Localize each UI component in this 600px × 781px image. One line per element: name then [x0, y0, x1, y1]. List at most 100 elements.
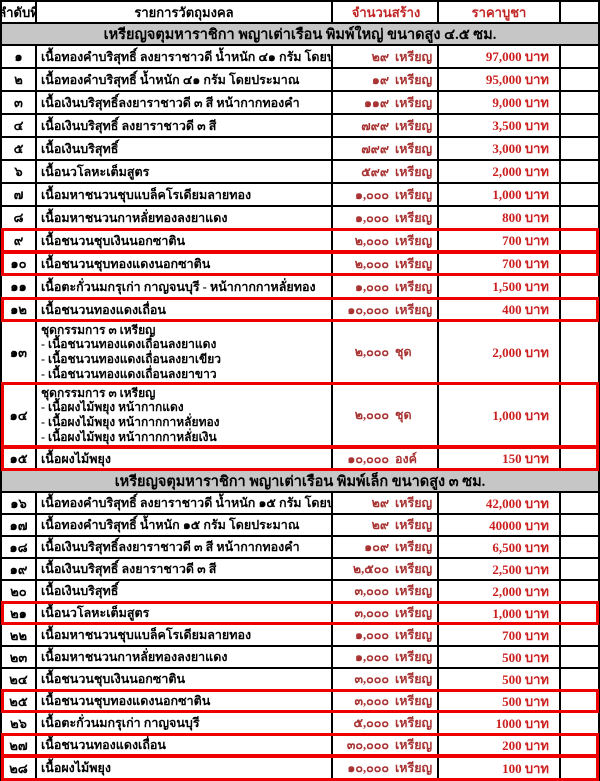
price-cell: 400 บาท [439, 299, 561, 320]
item-description-text: เนื้อเงินบริสุทธิ์ ลงยาราชาวดี ๓ สี [41, 118, 217, 133]
row-number: ๑๕ [2, 448, 37, 469]
quantity-cell: ๒๙ เหรียญ [333, 515, 439, 535]
blank-cell [561, 276, 598, 297]
quantity-value: ๑๐,๐๐๐ [347, 302, 389, 317]
blank-cell [561, 92, 598, 113]
column-header-price: ราคาบูชา [439, 2, 561, 22]
row-number: ๑๗ [2, 515, 37, 535]
quantity-unit: เหรียญ [395, 628, 433, 642]
quantity-value: ๑,๐๐๐ [355, 628, 389, 642]
item-description-text: เนื้อทองคำบริสุทธิ์ น้ำหนัก ๑๕ กรัม โดยป… [41, 518, 300, 532]
quantity-value: ๕,๐๐๐ [353, 716, 389, 730]
table-row: ๒๖ เนื้อตะกั่วนมกรุเก่า กาญจนบุรี ๕,๐๐๐ เหร… [2, 713, 598, 735]
blank-cell [561, 46, 598, 67]
column-header-blank [561, 2, 598, 22]
item-description-text: เนื้อทองคำบริสุทธิ์ ลงยาราชาวดี น้ำหนัก … [41, 49, 333, 64]
quantity-unit: เหรียญ [395, 650, 433, 664]
blank-cell [561, 581, 598, 601]
quantity-value: ๓,๐๐๐ [354, 584, 389, 598]
blank-cell [561, 69, 598, 90]
item-description-text: เนื้อเงินบริสุทธิ์ลงยาราชาวดี ๓ สี หน้าก… [41, 95, 300, 110]
quantity-value: ๒,๐๐๐ [354, 408, 389, 422]
quantity-unit: เหรียญ [395, 584, 433, 598]
quantity-cell: ๒,๐๐๐ เหรียญ [333, 253, 439, 274]
item-description: เนื้อนวโลหะเต็มสูตร [37, 161, 333, 182]
item-description-text: เนื้อมหาชนวนกาหลั่ยทองลงยาแดง [41, 650, 228, 664]
price-cell: 700 บาท [439, 230, 561, 251]
table-row: ๑๒ เนื้อชนวนทองแดงเถื่อน ๑๐,๐๐๐ เหรียญ 400 บ… [1, 297, 599, 322]
blank-cell [561, 669, 598, 689]
item-description-text: เนื้อนวโลหะเต็มสูตร [41, 164, 150, 179]
quantity-value: ๑๐๙ [364, 540, 389, 554]
quantity-unit: เหรียญ [395, 95, 433, 110]
table-row: ๑ เนื้อทองคำบริสุทธิ์ ลงยาราชาวดี น้ำหนัก… [2, 46, 598, 69]
row-number: ๑๑ [2, 276, 37, 297]
price-cell: 500 บาท [439, 691, 561, 711]
price-cell: 2,000 บาท [439, 161, 561, 182]
blank-cell [561, 735, 598, 755]
item-description-text: เนื้อนวโลหะเต็มสูตร [41, 606, 150, 620]
price-cell: 6,500 บาท [439, 537, 561, 557]
quantity-cell: ๑๑๙ เหรียญ [333, 92, 439, 113]
quantity-cell: ๒๙ เหรียญ [333, 493, 439, 513]
price-cell: 100 บาท [439, 757, 561, 779]
item-description-text: เนื้อมหาชนวนชุบแบล็คโรเดียมลายทอง [41, 187, 252, 202]
table-row: ๑๔ ชุดกรรมการ ๓ เหรียญ - เนื้อผงไม้พยุง หน… [1, 382, 599, 448]
item-description: เนื้อทองคำบริสุทธิ์ น้ำหนัก ๑๕ กรัม โดยป… [37, 515, 333, 535]
item-description-text: เนื้อมหาชนวนชุบแบล็คโรเดียมลายทอง [41, 628, 252, 642]
item-description: เนื้อทองคำบริสุทธิ์ น้ำหนัก ๔๑ กรัม โดยป… [37, 69, 333, 90]
item-description: เนื้อเงินบริสุทธิ์ [37, 581, 333, 601]
item-description-text: เนื้อผงไม้พยุง [41, 761, 111, 775]
item-description-text: เนื้อชนวนชุบทองแดงนอกซาติน [41, 694, 211, 708]
row-number: ๒๖ [2, 713, 37, 733]
item-description-text: เนื้อชนวนชุบเงินนอกซาติน [41, 672, 186, 686]
table-row: ๑๗ เนื้อทองคำบริสุทธิ์ น้ำหนัก ๑๕ กรัม โด… [2, 515, 598, 537]
blank-cell [561, 493, 598, 513]
item-description: เนื้อผงไม้พยุง [37, 448, 333, 469]
item-description-text: เนื้อทองคำบริสุทธิ์ น้ำหนัก ๔๑ กรัม โดยป… [41, 72, 300, 87]
quantity-cell: ๓๐,๐๐๐ เหรียญ [333, 735, 439, 755]
blank-cell [561, 603, 598, 623]
price-cell: 3,500 บาท [439, 115, 561, 136]
row-number: ๘ [2, 207, 37, 228]
quantity-value: ๑๑๙ [363, 95, 389, 110]
blank-cell [561, 448, 598, 469]
table-row: ๒๒ เนื้อมหาชนวนชุบแบล็คโรเดียมลายทอง ๑,๐๐๐… [2, 625, 598, 647]
quantity-value: ๑,๐๐๐ [355, 210, 389, 225]
table-row: ๒๑ เนื้อนวโลหะเต็มสูตร ๓,๐๐๐ เหรียญ 1,000 บา… [1, 601, 599, 625]
price-cell: 2,000 บาท [439, 322, 561, 382]
row-number: ๑ [2, 46, 37, 67]
blank-cell [561, 299, 598, 320]
item-description-text: เนื้อทองคำบริสุทธิ์ ลงยาราชาวดี น้ำหนัก … [41, 496, 333, 510]
column-header-item: รายการวัตถุมงคล [37, 2, 333, 22]
quantity-value: ๓๐,๐๐๐ [346, 738, 389, 752]
quantity-unit: เหรียญ [395, 279, 433, 294]
quantity-unit: เหรียญ [395, 562, 433, 576]
row-number: ๒๐ [2, 581, 37, 601]
item-description: ชุดกรรมการ ๓ เหรียญ - เนื้อผงไม้พยุง หน้า… [37, 384, 333, 446]
item-description-text: เนื้อเงินบริสุทธิ์ลงยาราชาวดี ๓ สี หน้าก… [41, 540, 300, 554]
quantity-unit: เหรียญ [395, 233, 433, 248]
item-description: เนื้อตะกั่วนมกรุเก่า กาญจนบุรี - หน้ากาก… [37, 276, 333, 297]
item-description: เนื้อมหาชนวนกาหลั่ยทองลงยาแดง [37, 207, 333, 228]
price-cell: 95,000 บาท [439, 69, 561, 90]
row-number: ๑๙ [2, 559, 37, 579]
table-row: ๒๗ เนื้อชนวนทองแดงเถื่อน ๓๐,๐๐๐ เหรียญ 200 บ… [1, 733, 599, 757]
blank-cell [561, 230, 598, 251]
item-description: เนื้อเงินบริสุทธิ์ลงยาราชาวดี ๓ สี หน้าก… [37, 92, 333, 113]
item-description-text: เนื้อชนวนชุบเงินนอกซาติน [41, 233, 186, 248]
blank-cell [561, 384, 598, 446]
quantity-cell: ๑,๐๐๐ เหรียญ [333, 625, 439, 645]
item-description: เนื้อมหาชนวนชุบแบล็คโรเดียมลายทอง [37, 625, 333, 645]
item-description: เนื้อผงไม้พยุง [37, 757, 333, 779]
quantity-cell: ๓,๐๐๐ เหรียญ [333, 603, 439, 623]
quantity-value: ๓,๐๐๐ [354, 694, 389, 708]
item-description: เนื้อชนวนชุบเงินนอกซาติน [37, 230, 333, 251]
item-description-text: ชุดกรรมการ ๓ เหรียญ [41, 322, 156, 337]
quantity-unit: เหรียญ [395, 518, 433, 532]
blank-cell [561, 625, 598, 645]
quantity-value: ๒๙ [371, 49, 389, 64]
quantity-cell: ๒,๐๐๐ ชุด [333, 384, 439, 446]
quantity-unit: เหรียญ [395, 187, 433, 202]
price-cell: 500 บาท [439, 669, 561, 689]
